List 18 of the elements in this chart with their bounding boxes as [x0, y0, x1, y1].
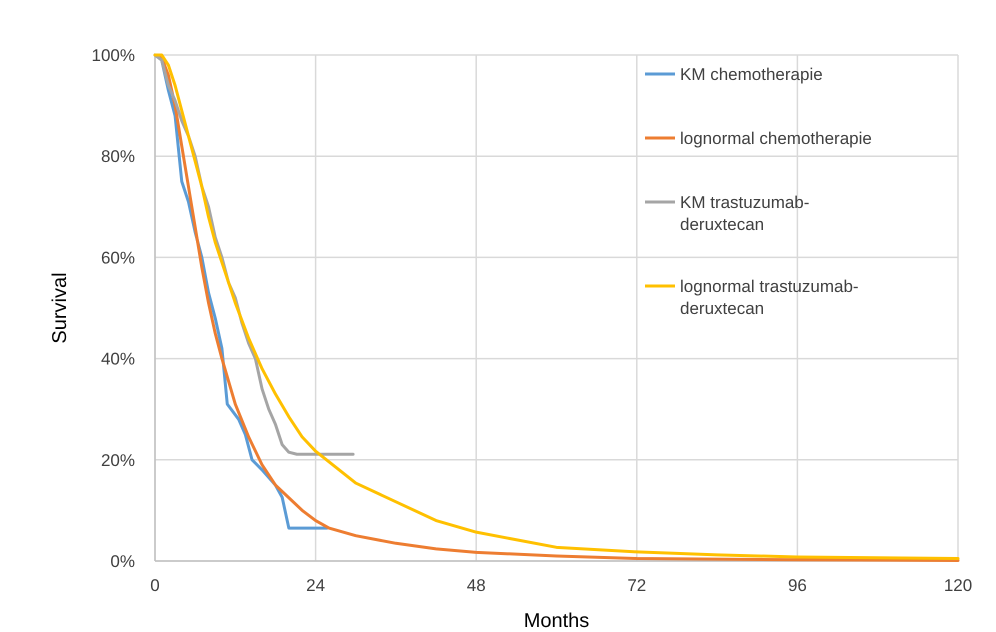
y-tick-label: 20% — [100, 450, 135, 470]
legend-label: KM trastuzumab-deruxtecan — [680, 193, 810, 234]
x-tick-label: 0 — [150, 576, 160, 595]
y-tick-label: 40% — [100, 350, 135, 369]
x-tick-label: 24 — [306, 576, 326, 595]
x-axis-title: Months — [524, 610, 590, 632]
legend-label: lognormal trastuzumab-deruxtecan — [680, 277, 859, 318]
y-tick-label: 80% — [100, 147, 135, 166]
y-tick-label: 100% — [92, 46, 135, 65]
y-tick-label: 0% — [110, 552, 135, 571]
legend-label: lognormal chemotherapie — [680, 129, 872, 148]
legend-label: KM chemotherapie — [680, 65, 823, 84]
x-tick-label: 72 — [627, 576, 646, 595]
x-tick-label: 48 — [466, 576, 486, 595]
y-tick-label: 60% — [100, 248, 135, 268]
y-axis-title: Survival — [49, 272, 71, 344]
x-tick-label: 96 — [788, 576, 807, 595]
x-tick-label: 120 — [944, 576, 972, 595]
